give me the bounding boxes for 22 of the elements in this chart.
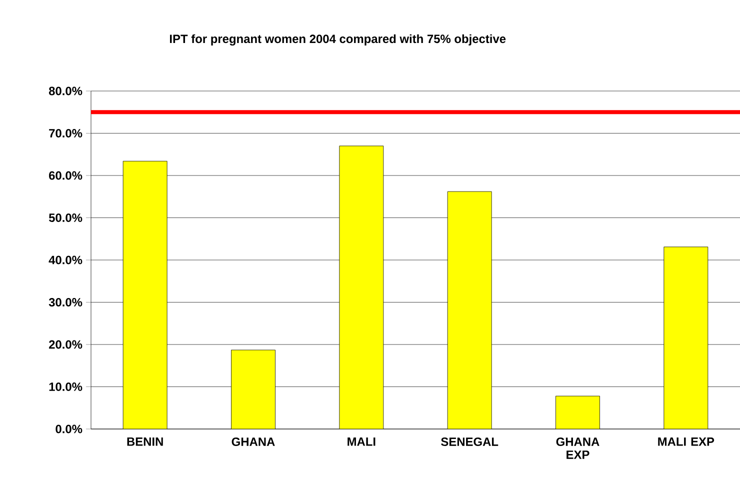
x-tick-label: BENIN	[127, 438, 163, 446]
y-tick-label: 20.0%	[49, 340, 82, 349]
y-tick-label: 40.0%	[48, 256, 82, 264]
x-tick-label: SENEGAL	[441, 438, 498, 446]
y-tick-label: 0.0%	[56, 424, 82, 434]
y-tick-label: 30.0%	[48, 298, 82, 306]
bar	[664, 246, 708, 429]
bar	[556, 396, 600, 429]
x-tick-label: MALI EXP	[658, 438, 714, 446]
y-tick-label: 60.0%	[49, 171, 82, 180]
x-tick-label: GHANA EXP	[556, 438, 600, 459]
bar	[231, 350, 276, 429]
y-tick-label: 50.0%	[48, 214, 82, 222]
y-tick-label: 80.0%	[48, 86, 82, 96]
chart-title: IPT for pregnant women 2004 compared with 75% objective	[170, 34, 506, 46]
bar	[339, 146, 384, 429]
y-tick-label: 10.0%	[49, 382, 82, 391]
x-tick-label: GHANA	[232, 438, 275, 446]
bar	[123, 161, 168, 429]
bar	[448, 192, 492, 429]
y-tick-label: 70.0%	[49, 129, 82, 138]
x-tick-label: MALI	[348, 438, 376, 446]
